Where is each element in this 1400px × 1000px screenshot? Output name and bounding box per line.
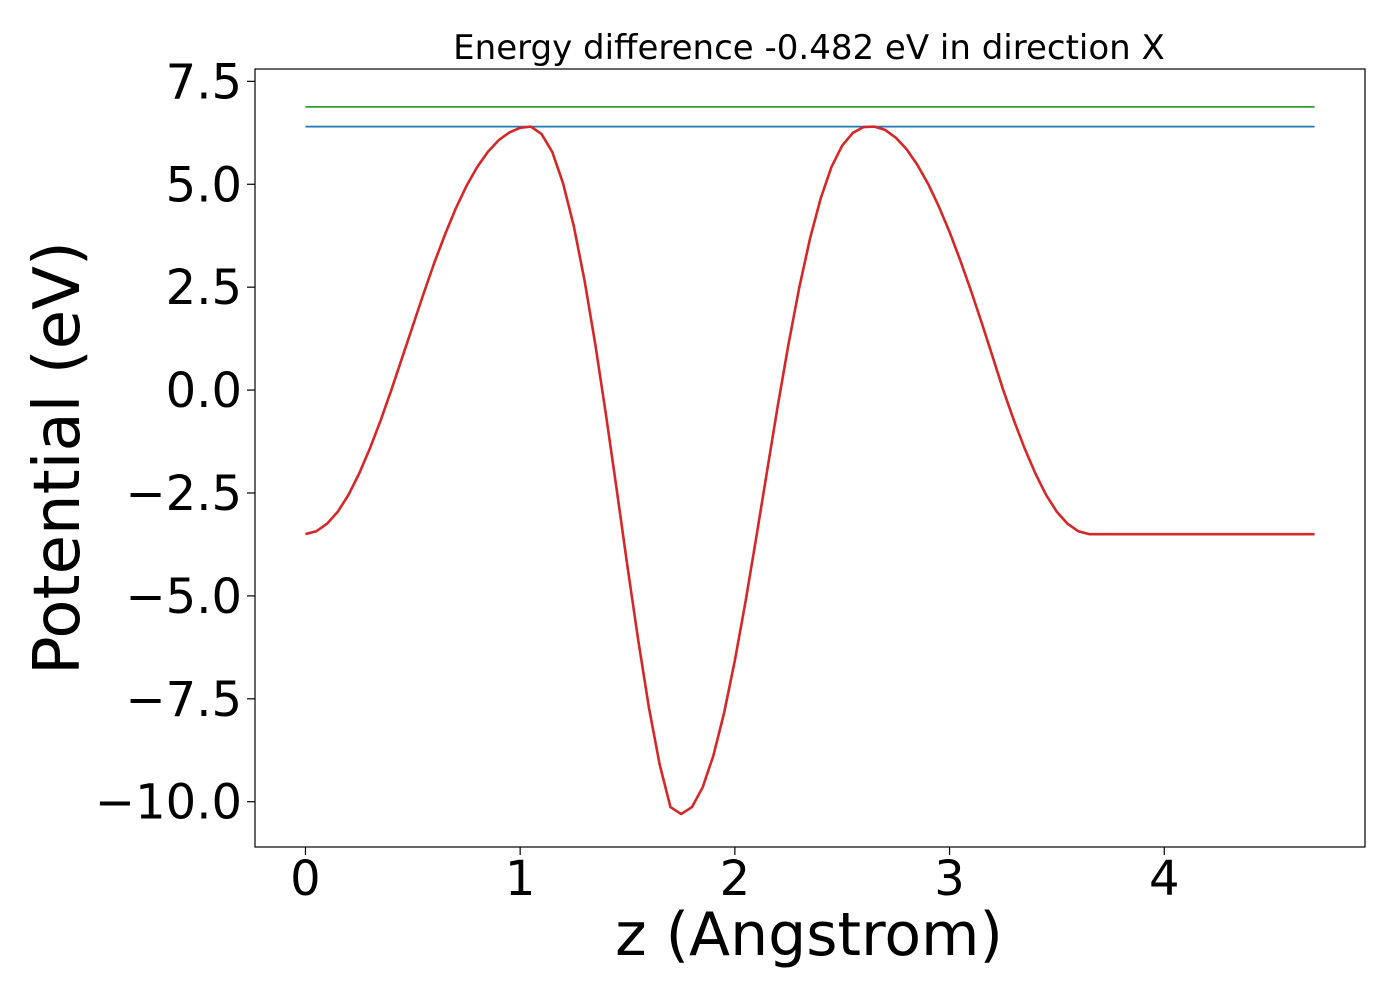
y-tick-label: −7.5 <box>125 672 242 728</box>
y-tick-label: −5.0 <box>125 569 242 625</box>
x-tick-label: 0 <box>290 851 321 907</box>
x-tick-label: 4 <box>1149 851 1180 907</box>
y-tick-label: −10.0 <box>95 775 242 831</box>
y-tick-label: 7.5 <box>166 54 242 110</box>
y-tick-label: 5.0 <box>166 157 242 213</box>
y-axis-label: Potential (eV) <box>21 241 95 675</box>
series-line-2 <box>305 125 1315 816</box>
x-axis: 0 1 2 3 4 <box>290 847 1180 907</box>
y-axis: 7.5 5.0 2.5 0.0 −2.5 −5.0 −7.5 −10.0 <box>95 54 255 831</box>
y-tick-label: −2.5 <box>125 466 242 522</box>
x-axis-label: z (Angstrom) <box>615 900 1003 970</box>
y-tick-label: 0.0 <box>166 363 242 419</box>
x-tick-label: 2 <box>720 851 751 907</box>
x-tick-label: 3 <box>934 851 965 907</box>
plot-area <box>305 105 1315 816</box>
y-tick-label: 2.5 <box>166 260 242 316</box>
x-tick-label: 1 <box>505 851 536 907</box>
axes-frame <box>254 68 1366 848</box>
chart-title: Energy difference -0.482 eV in direction… <box>453 28 1165 68</box>
